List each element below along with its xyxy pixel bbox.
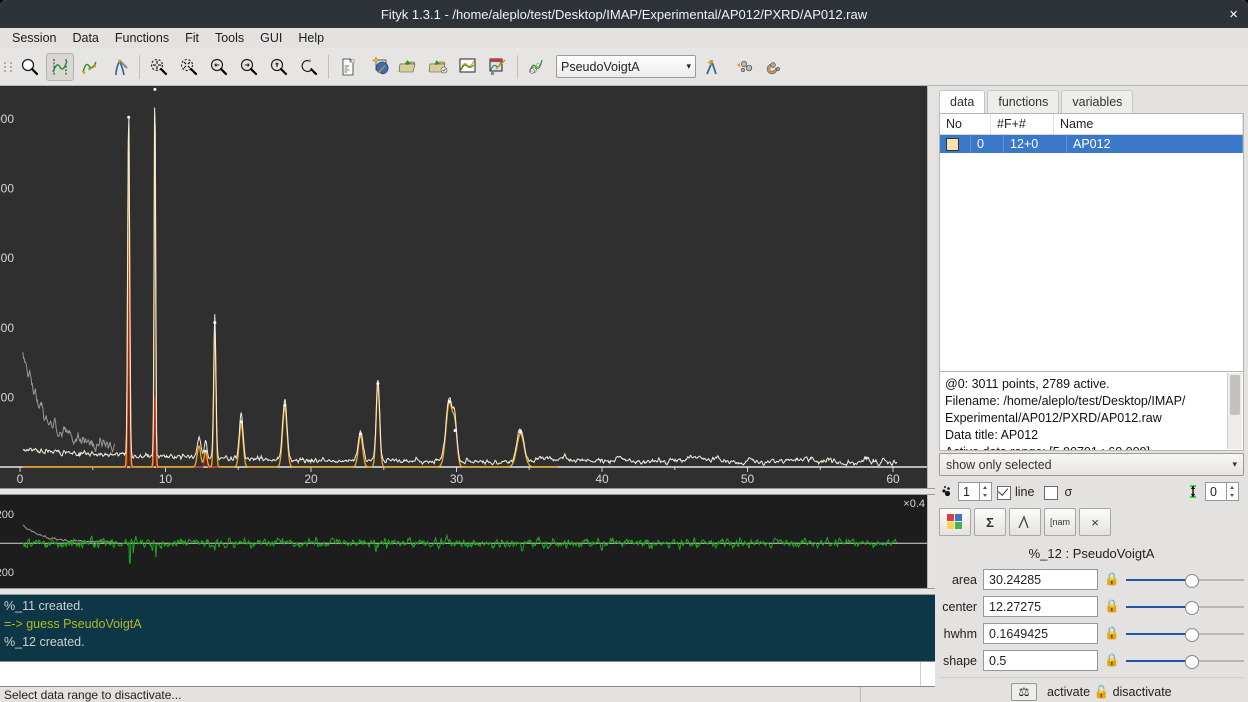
svg-text:-200: -200 (0, 567, 14, 579)
svg-text:30: 30 (450, 472, 464, 486)
svg-text:×0.4: ×0.4 (903, 498, 925, 510)
svg-text:20: 20 (304, 472, 318, 486)
svg-text:50: 50 (741, 472, 755, 486)
svg-text:60: 60 (886, 472, 900, 486)
svg-text:-400: -400 (0, 321, 14, 335)
svg-text:0: 0 (17, 472, 24, 486)
svg-text:-200: -200 (0, 390, 14, 404)
svg-text:10: 10 (159, 472, 173, 486)
svg-text:-600: -600 (0, 251, 14, 265)
svg-text:-800: -800 (0, 182, 14, 196)
svg-text:40: 40 (595, 472, 609, 486)
svg-text:-1000: -1000 (0, 112, 14, 126)
svg-text:-200: -200 (0, 509, 14, 521)
